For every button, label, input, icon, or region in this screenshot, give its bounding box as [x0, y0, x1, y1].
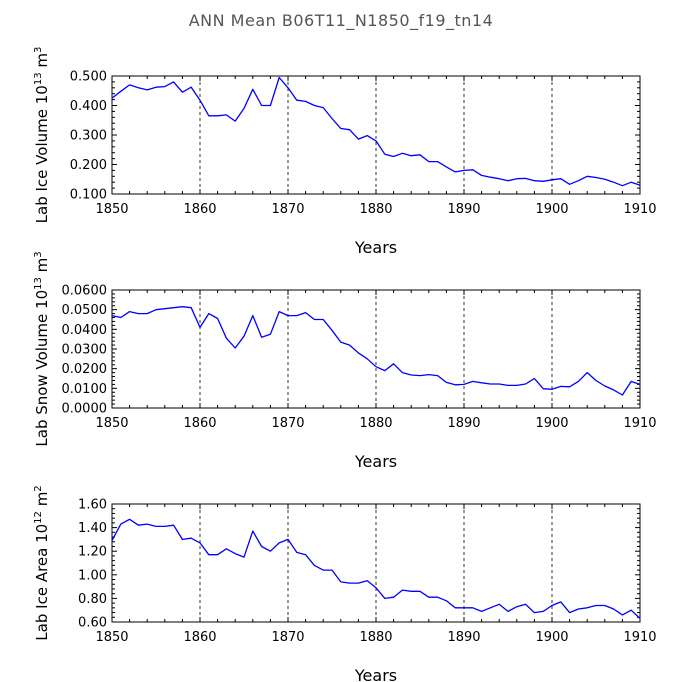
y-tick-label: 1.40 — [78, 521, 107, 536]
y-axis-title-text: Lab Ice Volume 10 — [33, 85, 51, 223]
x-tick-label: 1890 — [447, 202, 480, 217]
x-tick-label: 1850 — [95, 416, 128, 431]
y-tick-label: 0.300 — [70, 129, 107, 144]
plot-frame — [111, 503, 641, 623]
y-axis-title-exp: 13 — [33, 277, 44, 290]
y-axis-title-text: Lab Snow Volume 10 — [33, 290, 51, 447]
x-tick-label: 1910 — [623, 630, 656, 645]
x-tick-label: 1870 — [271, 630, 304, 645]
x-tick-label: 1900 — [535, 202, 568, 217]
x-tick-label: 1880 — [359, 630, 392, 645]
x-tick-label: 1860 — [183, 416, 216, 431]
x-tick-label: 1860 — [183, 202, 216, 217]
panel-lab-ice-area: 1850 1860 1870 1880 1890 1900 1910 0.60 0.80 1.00… — [33, 485, 657, 682]
x-tick-label: 1850 — [95, 630, 128, 645]
x-tick-label: 1890 — [447, 416, 480, 431]
panel-lab-ice-volume: 1850 1860 1870 1880 1890 1900 1910 0.100 0.200 0.… — [33, 47, 657, 257]
x-tick-label: 1860 — [183, 630, 216, 645]
y-axis-title-exp: 12 — [33, 511, 44, 524]
series-line — [111, 518, 641, 619]
y-tick-label: 0.0000 — [62, 402, 108, 417]
y-tick-label: 0.0400 — [62, 323, 108, 338]
y-tick-label: 0.0200 — [62, 362, 108, 377]
y-axis-title-unit: m — [33, 492, 51, 511]
x-tick-label: 1870 — [271, 416, 304, 431]
x-axis-title: Years — [354, 452, 397, 471]
x-tick-label: 1880 — [359, 416, 392, 431]
y-axis-title: Lab Ice Volume 1013 m3 — [33, 47, 51, 224]
y-axis-title-unit-exp: 3 — [33, 251, 44, 257]
x-tick-label: 1910 — [623, 416, 656, 431]
y-axis-title-unit-exp: 2 — [33, 485, 44, 491]
y-axis-title-exp: 13 — [33, 72, 44, 85]
y-axis-title-unit: m — [33, 258, 51, 277]
y-tick-label: 0.0500 — [62, 303, 108, 318]
x-tick-label: 1900 — [535, 416, 568, 431]
y-tick-label: 0.80 — [78, 592, 107, 607]
y-tick-label: 0.100 — [70, 188, 107, 203]
x-tick-label: 1850 — [95, 202, 128, 217]
y-axis-title: Lab Snow Volume 1013 m3 — [33, 251, 51, 446]
y-tick-label: 0.400 — [70, 99, 107, 114]
x-tick-label: 1900 — [535, 630, 568, 645]
y-tick-label: 0.500 — [70, 70, 107, 85]
y-tick-label: 0.0100 — [62, 382, 108, 397]
x-axis-title: Years — [354, 666, 397, 682]
series-line — [111, 76, 641, 187]
y-axis-title-unit-exp: 3 — [33, 47, 44, 53]
x-axis-title: Years — [354, 238, 397, 257]
series-line — [111, 306, 641, 396]
plot-frame — [111, 75, 641, 195]
x-tick-label: 1870 — [271, 202, 304, 217]
y-axis-title-text: Lab Ice Area 10 — [33, 524, 51, 641]
y-tick-label: 0.0300 — [62, 343, 108, 358]
y-axis-title: Lab Ice Area 1012 m2 — [33, 485, 51, 640]
x-tick-label: 1890 — [447, 630, 480, 645]
x-tick-label: 1910 — [623, 202, 656, 217]
figure-title: ANN Mean B06T11_N1850_f19_tn14 — [189, 11, 494, 31]
y-tick-label: 1.60 — [78, 498, 107, 513]
y-tick-label: 1.00 — [78, 568, 107, 583]
y-tick-label: 0.200 — [70, 158, 107, 173]
panel-lab-snow-volume: 1850 1860 1870 1880 1890 1900 1910 0.0000 0.0100… — [33, 251, 657, 471]
y-tick-label: 0.0600 — [62, 284, 108, 299]
y-tick-label: 0.60 — [78, 616, 107, 631]
y-axis-title-unit: m — [33, 53, 51, 72]
y-tick-label: 1.20 — [78, 545, 107, 560]
x-tick-label: 1880 — [359, 202, 392, 217]
